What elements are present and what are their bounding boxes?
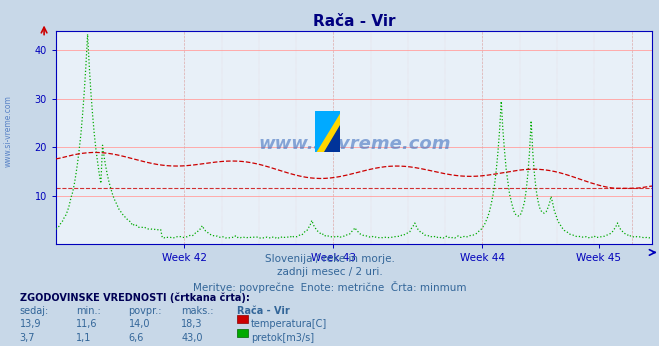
Polygon shape <box>315 111 340 152</box>
Text: Rača - Vir: Rača - Vir <box>237 306 290 316</box>
Text: sedaj:: sedaj: <box>20 306 49 316</box>
Polygon shape <box>324 125 340 152</box>
Title: Rača - Vir: Rača - Vir <box>313 13 395 29</box>
Text: 11,6: 11,6 <box>76 319 98 329</box>
Text: 3,7: 3,7 <box>20 333 36 343</box>
Text: 1,1: 1,1 <box>76 333 91 343</box>
Text: zadnji mesec / 2 uri.: zadnji mesec / 2 uri. <box>277 267 382 277</box>
Text: 6,6: 6,6 <box>129 333 144 343</box>
Text: 14,0: 14,0 <box>129 319 150 329</box>
Text: povpr.:: povpr.: <box>129 306 162 316</box>
Text: maks.:: maks.: <box>181 306 214 316</box>
Text: 43,0: 43,0 <box>181 333 203 343</box>
Text: ZGODOVINSKE VREDNOSTI (črtkana črta):: ZGODOVINSKE VREDNOSTI (črtkana črta): <box>20 292 250 303</box>
Text: Meritve: povprečne  Enote: metrične  Črta: minmum: Meritve: povprečne Enote: metrične Črta:… <box>192 281 467 293</box>
Text: 13,9: 13,9 <box>20 319 42 329</box>
Text: www.si-vreme.com: www.si-vreme.com <box>3 95 13 167</box>
Text: 18,3: 18,3 <box>181 319 203 329</box>
Text: temperatura[C]: temperatura[C] <box>251 319 328 329</box>
Text: www.si-vreme.com: www.si-vreme.com <box>258 135 451 153</box>
Text: Slovenija / reke in morje.: Slovenija / reke in morje. <box>264 254 395 264</box>
Text: pretok[m3/s]: pretok[m3/s] <box>251 333 314 343</box>
Text: min.:: min.: <box>76 306 101 316</box>
Polygon shape <box>315 111 340 152</box>
